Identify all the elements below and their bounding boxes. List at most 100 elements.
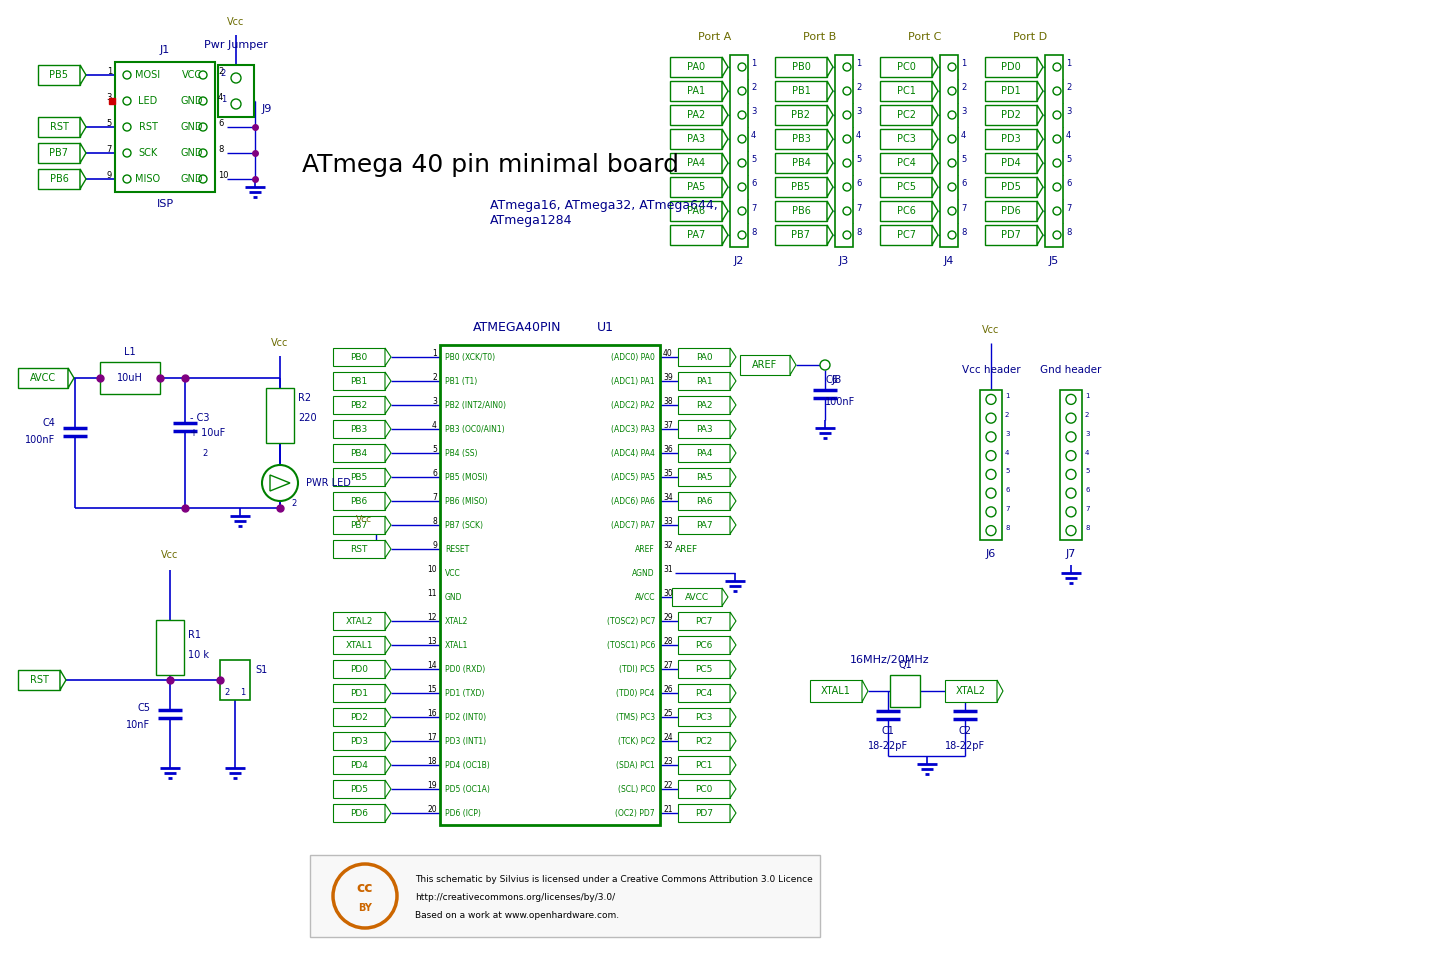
Text: GND: GND <box>445 592 462 602</box>
Bar <box>19 368 69 388</box>
Polygon shape <box>385 444 391 462</box>
Text: GND: GND <box>180 122 203 132</box>
Text: PA6: PA6 <box>687 206 705 216</box>
Bar <box>810 680 861 702</box>
Text: 2: 2 <box>856 83 861 93</box>
Text: 10uH: 10uH <box>117 373 143 383</box>
Polygon shape <box>385 660 391 678</box>
Polygon shape <box>730 420 736 438</box>
Text: 38: 38 <box>663 396 673 406</box>
Text: 3: 3 <box>107 93 112 101</box>
Text: 25: 25 <box>663 709 673 717</box>
Bar <box>985 57 1037 77</box>
Bar <box>333 396 385 414</box>
Polygon shape <box>1037 81 1043 101</box>
Text: 5: 5 <box>1085 468 1089 475</box>
Text: Based on a work at www.openhardware.com.: Based on a work at www.openhardware.com. <box>415 911 620 920</box>
Text: 11: 11 <box>428 588 436 598</box>
Text: 23: 23 <box>663 756 673 766</box>
Circle shape <box>1053 207 1060 215</box>
Text: (TCK) PC2: (TCK) PC2 <box>618 736 655 746</box>
Bar <box>39 117 80 137</box>
Text: 7: 7 <box>751 203 757 213</box>
Text: Q1: Q1 <box>899 660 912 670</box>
Text: PC4: PC4 <box>695 689 713 697</box>
Text: 4: 4 <box>432 420 436 430</box>
Polygon shape <box>827 225 833 245</box>
Text: PB5: PB5 <box>50 70 69 80</box>
Text: 33: 33 <box>663 517 673 525</box>
Text: PWR LED: PWR LED <box>306 478 351 488</box>
Text: PB6 (MISO): PB6 (MISO) <box>445 497 488 505</box>
Text: AREF: AREF <box>675 544 698 554</box>
Text: 1: 1 <box>432 349 436 357</box>
Text: PC0: PC0 <box>897 62 916 72</box>
Text: PB1: PB1 <box>351 376 368 386</box>
Text: J1: J1 <box>160 45 170 55</box>
Text: 2: 2 <box>202 449 207 457</box>
Text: Vcc header: Vcc header <box>962 365 1020 375</box>
Text: 4: 4 <box>751 132 756 140</box>
Text: RST: RST <box>139 122 157 132</box>
Circle shape <box>986 432 996 442</box>
Text: PB7: PB7 <box>351 520 368 529</box>
Bar <box>670 177 723 197</box>
Text: PA3: PA3 <box>687 134 705 144</box>
Polygon shape <box>827 105 833 125</box>
Bar <box>678 612 730 630</box>
Text: PC0: PC0 <box>695 784 713 794</box>
Text: 21: 21 <box>663 804 673 814</box>
Text: 2: 2 <box>1005 413 1009 418</box>
Text: XTAL1: XTAL1 <box>821 686 851 696</box>
Bar <box>985 153 1037 173</box>
Bar <box>670 225 723 245</box>
Text: LED: LED <box>139 96 157 106</box>
Text: PD6: PD6 <box>351 809 368 817</box>
Text: PB2 (INT2/AIN0): PB2 (INT2/AIN0) <box>445 400 507 410</box>
Text: 30: 30 <box>663 588 673 598</box>
Bar <box>678 804 730 822</box>
Polygon shape <box>1037 153 1043 173</box>
Text: (ADC2) PA2: (ADC2) PA2 <box>611 400 655 410</box>
Bar <box>333 540 385 558</box>
Text: 1: 1 <box>1085 393 1089 399</box>
Text: (TOSC2) PC7: (TOSC2) PC7 <box>607 617 655 626</box>
Bar <box>333 756 385 774</box>
Polygon shape <box>80 169 86 189</box>
Text: XTAL2: XTAL2 <box>956 686 986 696</box>
Circle shape <box>199 123 207 131</box>
Text: PB4 (SS): PB4 (SS) <box>445 449 478 457</box>
Bar <box>333 660 385 678</box>
Text: 8: 8 <box>1005 524 1009 531</box>
Text: 7: 7 <box>962 203 966 213</box>
Text: PD7: PD7 <box>1002 230 1020 240</box>
Text: 18-22pF: 18-22pF <box>869 741 909 751</box>
Text: 40: 40 <box>663 349 673 357</box>
Bar <box>985 177 1037 197</box>
Polygon shape <box>80 143 86 163</box>
Text: 3: 3 <box>962 108 966 117</box>
Circle shape <box>123 175 132 183</box>
Text: ATmega16, ATmega32, ATmega644,: ATmega16, ATmega32, ATmega644, <box>489 199 718 211</box>
Text: Vcc: Vcc <box>162 550 179 560</box>
Text: 10: 10 <box>218 171 229 180</box>
Bar <box>940 55 957 247</box>
Text: RESET: RESET <box>445 544 469 554</box>
Text: (OC2) PD7: (OC2) PD7 <box>615 809 655 817</box>
Polygon shape <box>385 804 391 822</box>
Polygon shape <box>932 57 937 77</box>
Text: PB1 (T1): PB1 (T1) <box>445 376 478 386</box>
Circle shape <box>947 87 956 95</box>
Polygon shape <box>385 516 391 534</box>
Circle shape <box>1053 183 1060 191</box>
Text: 100nF: 100nF <box>24 435 54 445</box>
Polygon shape <box>730 708 736 726</box>
Text: C1: C1 <box>881 726 894 736</box>
Text: 3: 3 <box>1066 108 1072 117</box>
Text: PD0: PD0 <box>351 665 368 673</box>
Polygon shape <box>932 201 937 221</box>
Bar <box>218 65 253 117</box>
Text: C5: C5 <box>137 703 150 713</box>
Polygon shape <box>385 372 391 390</box>
Bar <box>678 756 730 774</box>
